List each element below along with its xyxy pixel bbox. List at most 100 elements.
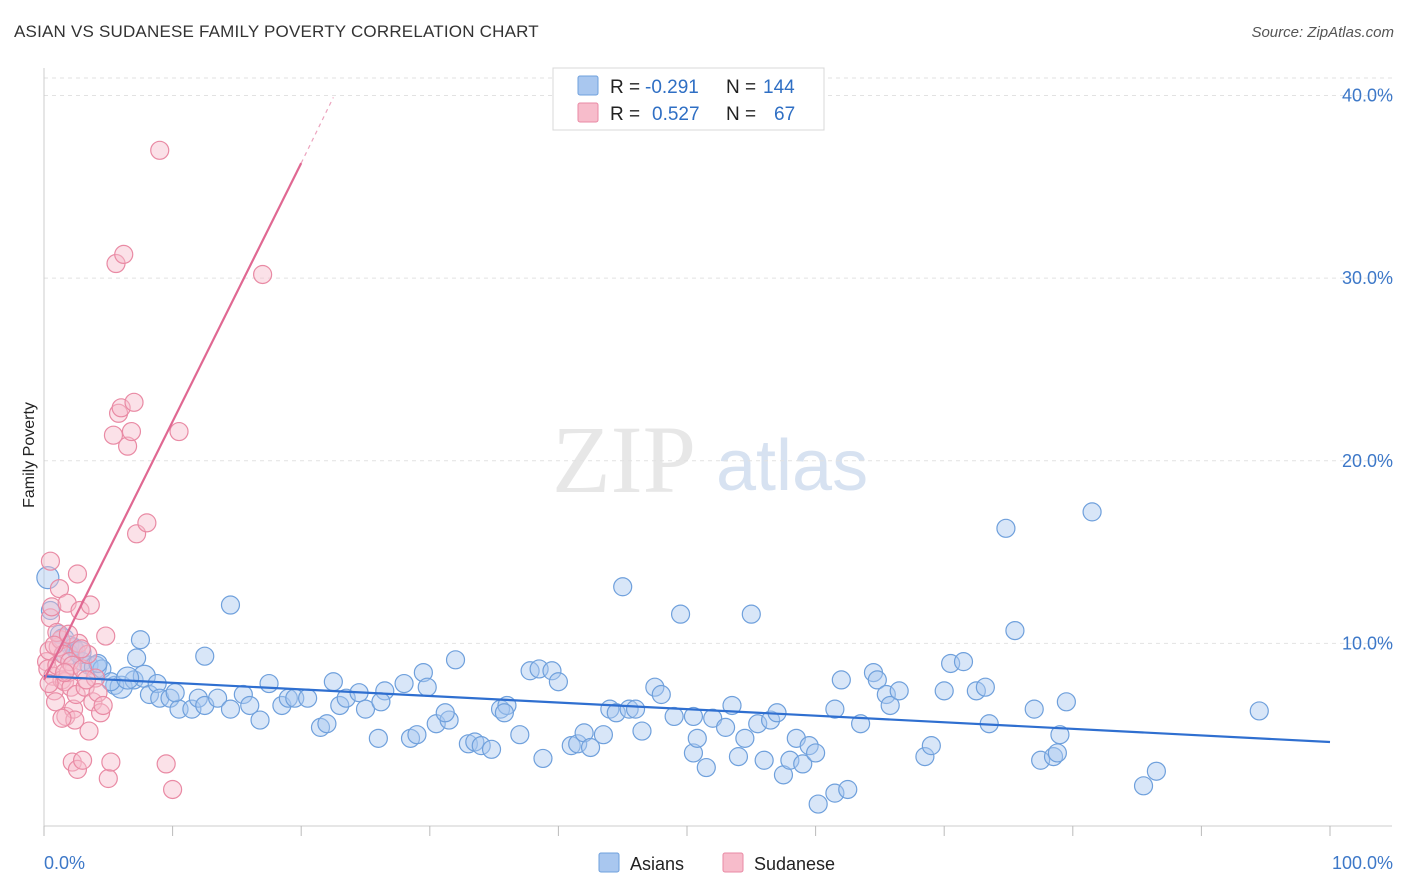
data-point-asians [115, 666, 140, 690]
data-point-asians [889, 681, 909, 701]
data-point-sudanese [121, 421, 142, 442]
data-point-asians [632, 721, 652, 741]
series-asians-points [36, 502, 1269, 814]
legend-bottom: Asians Sudanese [598, 852, 835, 874]
data-point-asians [250, 710, 270, 730]
gridlines [44, 77, 1392, 644]
data-point-sudanese [40, 551, 61, 571]
data-point-asians [619, 699, 639, 719]
data-point-asians [799, 736, 819, 756]
data-point-asians [355, 699, 376, 719]
data-point-asians [310, 717, 331, 737]
data-point-asians [1047, 743, 1067, 763]
y-tick-label: 40.0% [1342, 86, 1393, 106]
data-point-asians [838, 779, 858, 800]
data-point-asians [371, 692, 391, 712]
data-point-asians [760, 710, 781, 730]
legend-r-value-sudanese: 0.527 [652, 104, 700, 125]
legend-swatch-asians [577, 75, 599, 96]
data-point-asians [1050, 725, 1070, 745]
data-point-asians [748, 714, 768, 734]
data-point-asians [921, 736, 941, 756]
data-point-sudanese [169, 421, 189, 442]
data-point-asians [793, 754, 813, 774]
data-point-asians [413, 662, 433, 683]
legend-r-label-sudanese: R = [610, 104, 640, 125]
data-point-sudanese [42, 597, 62, 617]
data-point-asians [1146, 761, 1166, 781]
y-tick-label: 10.0% [1342, 633, 1393, 653]
data-point-asians [683, 706, 704, 727]
data-point-sudanese [93, 695, 113, 716]
data-point-sudanese [62, 655, 82, 675]
data-point-asians [510, 725, 530, 745]
data-point-sudanese [96, 626, 116, 646]
data-point-asians [407, 725, 427, 745]
data-point-asians [1043, 747, 1064, 767]
legend-bottom-swatch-sudanese [722, 852, 744, 873]
x-tick-label-max: 100.0% [1332, 853, 1393, 873]
data-point-sudanese [52, 708, 72, 728]
data-point-asians [220, 699, 241, 719]
data-point-asians [741, 604, 761, 624]
data-point-asians [139, 684, 160, 705]
data-point-sudanese [72, 750, 93, 770]
data-point-asians [195, 646, 215, 666]
data-point-sudanese [253, 264, 273, 285]
legend-n-label-sudanese: N = [726, 104, 756, 125]
data-point-asians [808, 794, 828, 814]
data-point-asians [880, 695, 900, 716]
data-point-asians [165, 683, 185, 703]
data-point-asians [735, 728, 755, 748]
data-point-asians [533, 748, 553, 769]
x-axis-ticks [43, 826, 1331, 836]
source-label: Source: ZipAtlas.com [1251, 24, 1394, 41]
data-point-sudanese [124, 392, 144, 412]
data-point-sudanese [90, 703, 111, 723]
legend-n-value-sudanese: 67 [774, 104, 795, 125]
data-point-sudanese [67, 759, 88, 779]
data-point-sudanese [117, 436, 138, 456]
data-point-asians [825, 783, 845, 803]
data-point-asians [330, 695, 350, 716]
data-point-sudanese [137, 513, 157, 533]
data-point-asians [1005, 620, 1025, 641]
watermark-zip: ZIP [552, 406, 696, 513]
y-tick-label: 20.0% [1342, 451, 1393, 471]
data-point-sudanese [54, 662, 75, 683]
data-point-asians [182, 699, 202, 719]
data-point-asians [953, 652, 974, 672]
data-point-asians [208, 688, 228, 708]
data-point-asians [728, 747, 749, 767]
data-point-asians [465, 732, 485, 752]
data-point-sudanese [45, 692, 66, 712]
data-point-asians [323, 672, 343, 692]
data-point-asians [481, 739, 502, 759]
data-point-asians [651, 684, 671, 705]
data-point-asians [1024, 699, 1044, 719]
data-point-asians [580, 737, 601, 758]
x-tick-label-min: 0.0% [44, 853, 85, 873]
data-point-asians [683, 743, 704, 763]
trend-line-sudanese-extension [300, 97, 334, 164]
data-point-asians [670, 604, 691, 624]
data-point-asians [130, 630, 151, 650]
data-point-asians [394, 673, 414, 694]
legend-bottom-label-sudanese: Sudanese [754, 854, 835, 874]
trend-lines [43, 97, 1331, 744]
legend-bottom-swatch-asians [598, 852, 620, 873]
y-tick-labels: 10.0% 20.0% 30.0% 40.0% [1342, 86, 1393, 654]
data-point-asians [805, 743, 826, 763]
legend-n-label-asians: N = [726, 77, 756, 98]
data-point-asians [831, 670, 851, 690]
data-point-sudanese [83, 692, 103, 712]
legend-r-label-asians: R = [610, 77, 640, 98]
data-point-asians [471, 736, 491, 756]
chart-title: ASIAN VS SUDANESE FAMILY POVERTY CORRELA… [14, 22, 539, 41]
trend-line-asians [43, 675, 1331, 744]
data-point-asians [220, 595, 241, 615]
data-point-sudanese [88, 683, 108, 703]
data-point-asians [606, 703, 626, 723]
data-point-asians [593, 725, 614, 745]
